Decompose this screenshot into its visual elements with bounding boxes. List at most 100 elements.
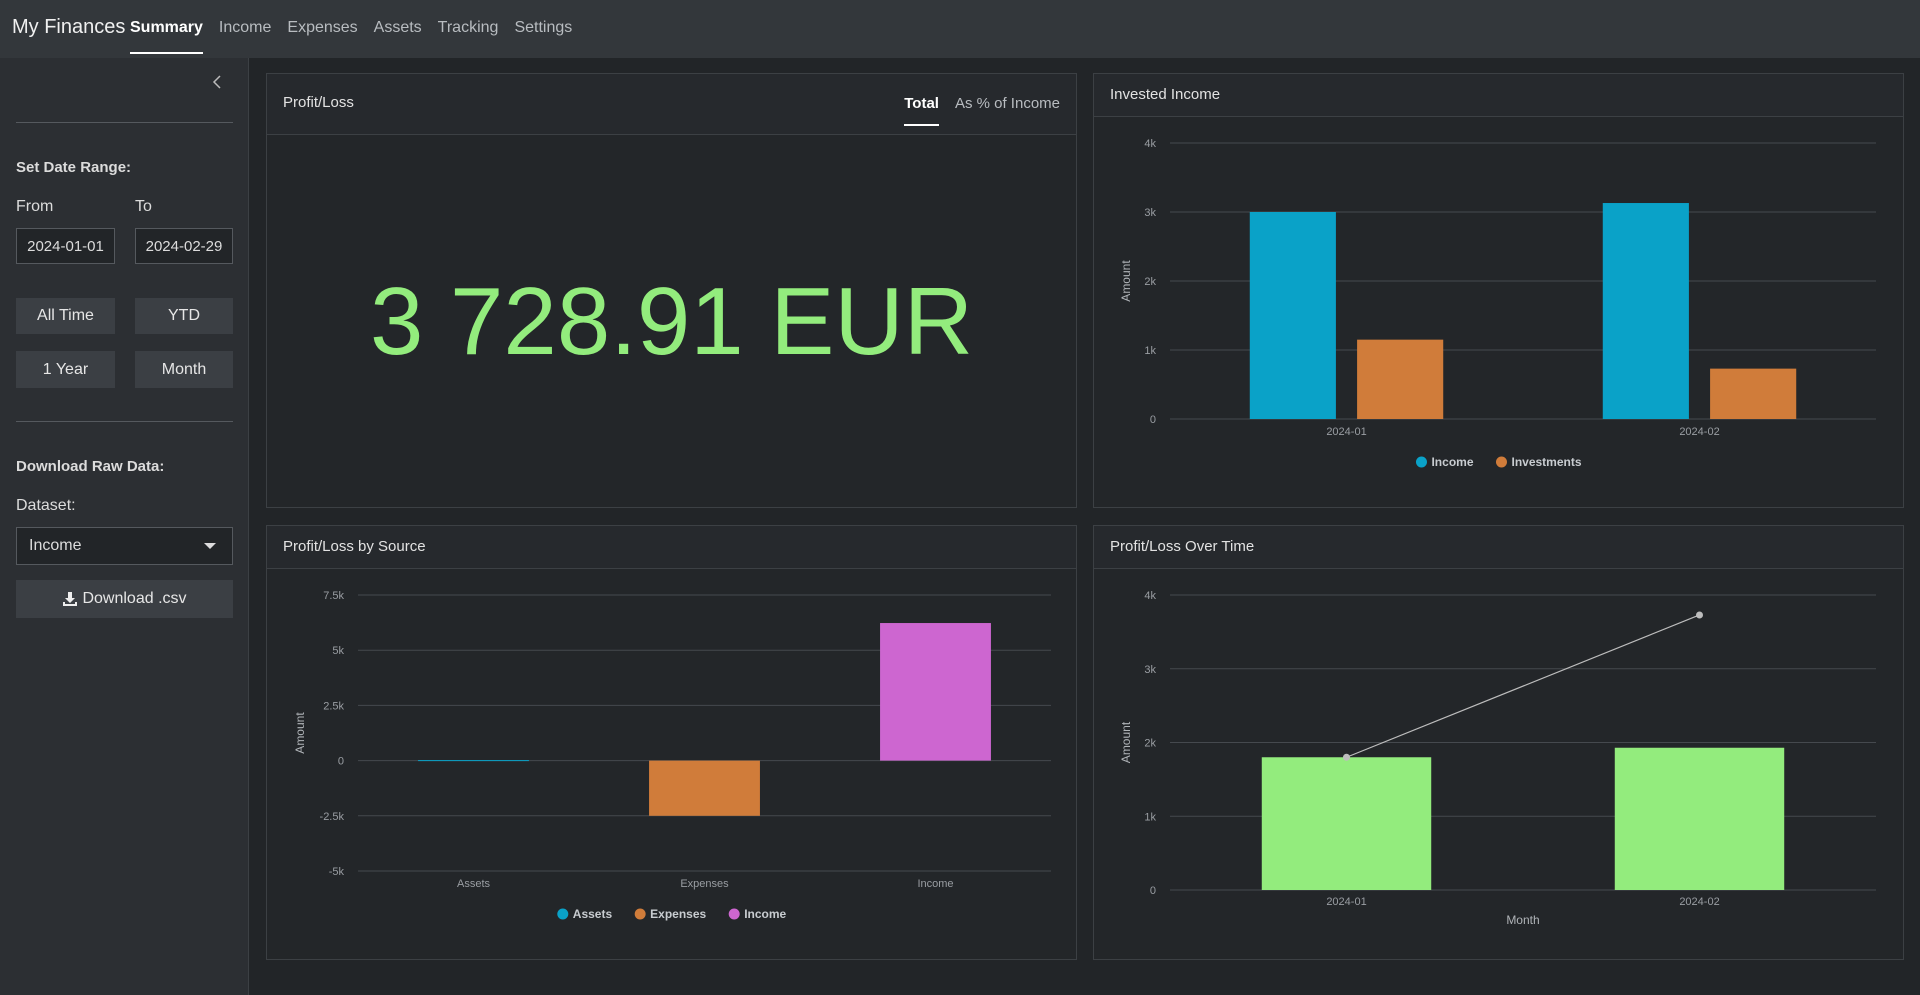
card-title: Profit/Loss by Source [283,538,426,555]
y-axis-label: Amount [293,712,307,754]
y-tick-label: 1k [1144,811,1156,823]
legend-label: Investments [1511,455,1581,469]
y-tick-label: 0 [1150,885,1156,897]
nav-tab[interactable]: Summary [130,0,203,54]
card: 0 1k 2k 3k 4k Amount 2024-01 2024-02 Income Inves… [1093,73,1904,508]
chart: 0 1k 2k 3k 4k Amount 2024-01 2024-02 Income Inves… [1119,138,1876,469]
y-tick-label: -5k [329,866,345,878]
nav-tab[interactable]: Tracking [437,19,499,36]
divider [16,421,233,422]
brand[interactable]: My Finances [12,16,126,38]
y-tick-label: 7.5k [323,590,344,602]
sidebar: Set Date Range: From To 2024-01-01 2024-… [0,58,249,995]
legend-label: Income [744,907,786,921]
dataset-label: Dataset: [16,497,76,514]
dataset-value: Income [29,537,82,554]
nav-tab[interactable]: Assets [373,19,422,36]
bar [1249,212,1336,419]
y-tick-label: 3k [1144,664,1156,676]
card-header: Invested Income [1094,74,1903,117]
y-tick-label: 4k [1144,590,1156,602]
legend-marker [1495,456,1507,468]
y-tick-label: 4k [1144,138,1156,150]
x-tick-label: 2024-02 [1679,896,1719,908]
legend-marker [557,908,569,920]
to-input[interactable]: 2024-02-29 [135,228,233,264]
card-tab[interactable]: As % of Income [954,95,1060,112]
chart: 0 1k 2k 3k 4k Amount Month 2024-01 2024-02 [1119,590,1876,927]
bar [1602,203,1689,419]
y-tick-label: -2.5k [320,811,345,823]
x-tick-label: Assets [457,878,491,890]
card-header: Profit/Loss Over Time [1094,526,1903,569]
download-heading: Download Raw Data: [16,458,165,475]
bar [1710,368,1797,419]
y-tick-label: 1k [1144,345,1156,357]
legend-label: Expenses [650,907,706,921]
y-tick-label: 2k [1144,738,1156,750]
download-icon [63,592,78,606]
from-label: From [16,198,54,215]
line-point [1696,611,1703,619]
big-value: 3 728.91 EUR [369,268,974,375]
legend-marker [634,908,646,920]
collapse-icon[interactable] [210,74,224,90]
bar [880,623,991,761]
y-tick-label: 0 [1150,414,1156,426]
line [1346,614,1700,758]
bar [418,760,529,762]
nav-tab[interactable]: Settings [514,19,573,36]
x-tick-label: Expenses [680,878,729,890]
card-header: Profit/Loss by Source [267,526,1076,569]
y-axis-label: Amount [1119,721,1133,763]
x-tick-label: 2024-02 [1679,426,1719,438]
bar [649,760,760,816]
divider [16,122,233,123]
nav-tabs: Summary Income Expenses Assets Tracking Setti… [130,0,572,58]
card-title: Profit/Loss Over Time [1110,538,1255,555]
download-label: Download .csv [82,590,187,607]
card-title: Profit/Loss [283,94,354,111]
legend-marker [728,908,740,920]
legend-marker [1415,456,1427,468]
card-title: Invested Income [1110,86,1221,103]
y-tick-label: 2k [1144,276,1156,288]
card-tab[interactable]: Total [904,74,939,126]
card-tabs: Total As % of Income [904,74,1060,134]
x-tick-label: Income [917,878,953,890]
legend-label: Income [1431,455,1473,469]
date-heading: Set Date Range: [16,159,132,176]
caret [204,543,216,549]
card: 0 1k 2k 3k 4k Amount Month 2024-01 2024-02 Profit… [1093,525,1904,960]
y-tick-label: 5k [332,645,344,657]
download-button[interactable]: Download .csv [16,580,233,618]
range-button[interactable]: Month [135,351,233,388]
x-tick-label: 2024-01 [1326,896,1366,908]
nav-tab[interactable]: Income [218,19,272,36]
legend: Assets Expenses Income [557,907,787,921]
to-label: To [135,198,152,215]
y-axis-label: Amount [1119,260,1133,302]
legend-label: Assets [573,907,613,921]
legend: Income Investments [1415,455,1582,469]
from-input[interactable]: 2024-01-01 [16,228,115,264]
x-axis-label: Month [1506,913,1539,927]
y-tick-label: 3k [1144,207,1156,219]
dataset-select[interactable]: Income [16,527,233,565]
card: -5k -2.5k 0 2.5k 5k 7.5k Amount Assets Expenses I… [266,525,1077,960]
range-button[interactable]: 1 Year [16,351,115,388]
card-header: Profit/Loss Total As % of Income [267,74,1076,135]
bar [1357,339,1444,419]
y-tick-label: 0 [338,756,344,768]
range-button[interactable]: All Time [16,298,115,334]
range-button[interactable]: YTD [135,298,233,334]
bar [1614,747,1785,890]
x-tick-label: 2024-01 [1326,426,1366,438]
card: Profit/Loss Total As % of Income 3 728.91… [266,73,1077,508]
line-point [1343,753,1350,761]
navbar: My Finances Summary Income Expenses Assets T… [0,0,1920,58]
chart: -5k -2.5k 0 2.5k 5k 7.5k Amount Assets Expenses I… [293,590,1051,921]
nav-tab[interactable]: Expenses [287,19,358,36]
y-tick-label: 2.5k [323,700,344,712]
